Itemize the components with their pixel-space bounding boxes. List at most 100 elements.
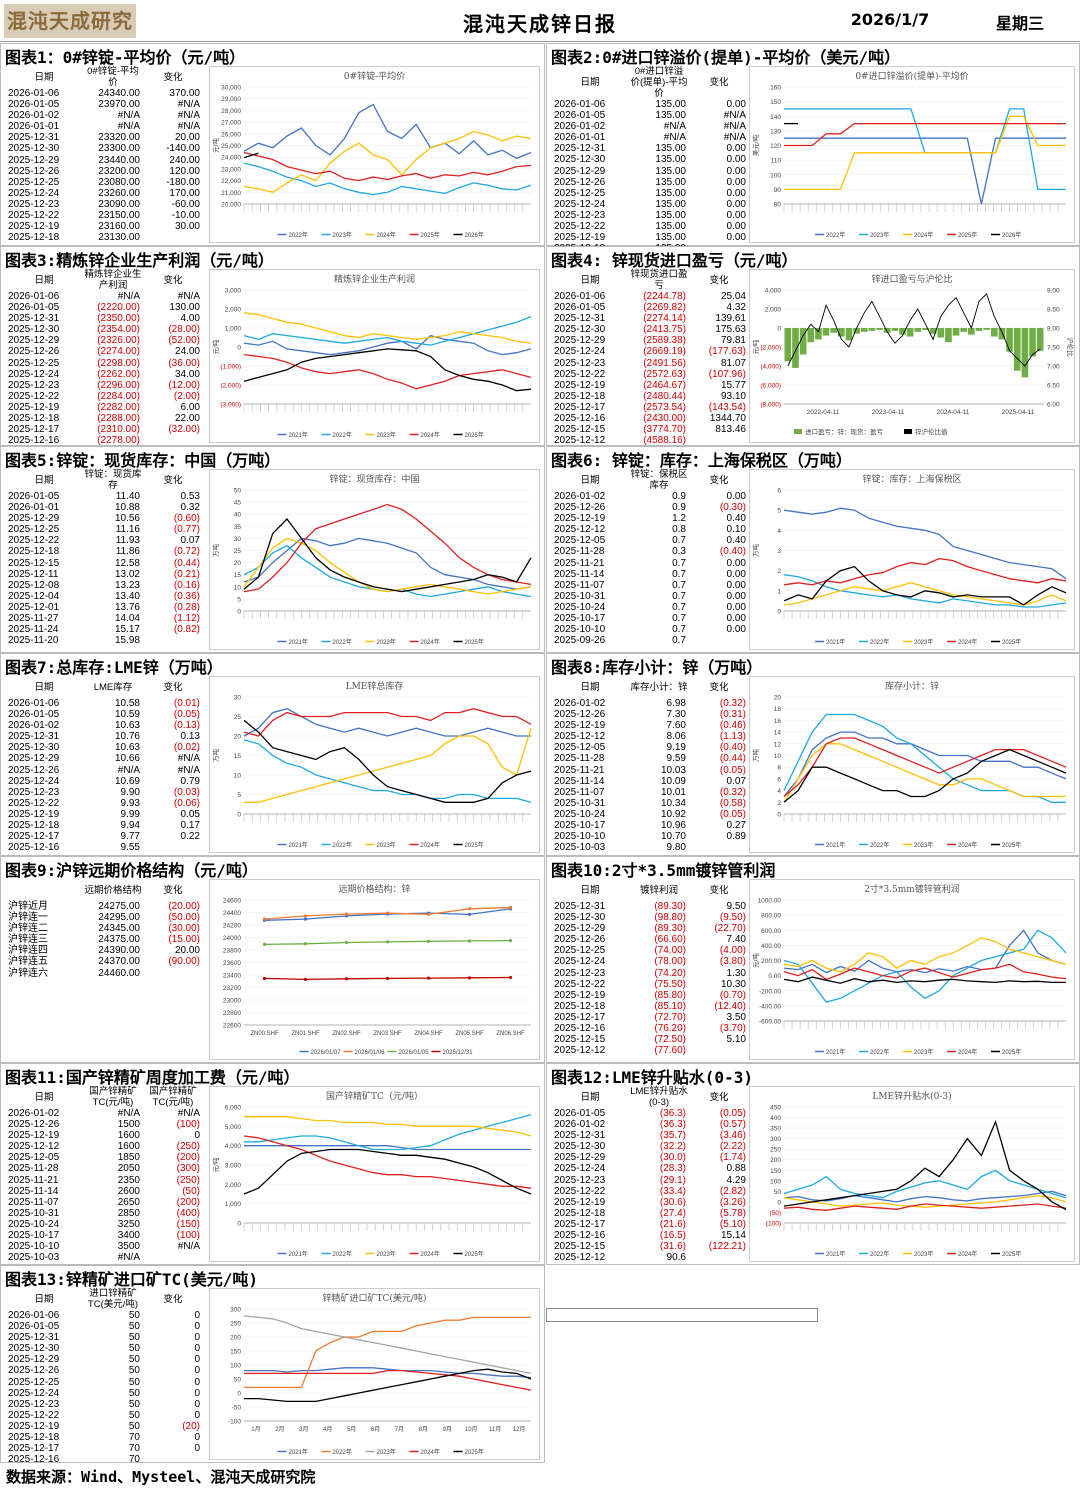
legend-label: 2022年 (870, 638, 889, 646)
y-tick-label: -600.00 (759, 1019, 781, 1026)
table-cell: 23130.00 (98, 232, 140, 244)
table-cell: 0.27 (726, 820, 746, 832)
table-cell: 20.00 (174, 132, 200, 144)
y-tick-label: 0 (237, 1391, 241, 1398)
table-cell: (2.00) (173, 390, 200, 402)
y-axis-label: 万吨 (211, 544, 220, 558)
table-cell: 2026-01-06 (554, 99, 606, 110)
table-cell: (2298.00) (97, 357, 140, 369)
legend-label: 2025年 (465, 1250, 484, 1258)
table-cell: 9.19 (666, 742, 686, 754)
table-cell: 2025-12-22 (554, 1185, 606, 1197)
table-row: 2025-12-12 1600 (250) (5, 1141, 203, 1152)
table-cell: (28.3) (659, 1163, 686, 1175)
column-header: 锌锭：保税区库存 (630, 469, 688, 491)
table-cell: (12.40) (714, 1000, 746, 1012)
series-line (783, 976, 1066, 984)
column-header: 镀锌利润 (639, 884, 678, 896)
table-cell: 2025-11-28 (554, 546, 605, 558)
legend-label: 2023年 (333, 231, 352, 239)
table-cell: 10.63 (114, 742, 140, 754)
table-row: 2026-01-02 #N/A #N/A (5, 110, 203, 121)
table-cell: 135.00 (655, 198, 686, 210)
table-cell: 50 (128, 1398, 140, 1410)
y-tick-label: 0 (777, 326, 781, 333)
table-cell: 2026-01-05 (8, 99, 60, 111)
table-cell: 79.81 (720, 335, 746, 347)
y-tick-label: 5 (237, 596, 241, 603)
series-line (783, 929, 1067, 974)
chart-title: 0#锌锭-平均价 (344, 70, 405, 82)
table-cell: (85.10) (654, 1000, 686, 1012)
table-cell: 2025-12-24 (8, 1387, 60, 1399)
y-tick-label: 100 (230, 1363, 241, 1370)
table-cell (689, 1045, 749, 1056)
y-tick-label: 250 (770, 1147, 781, 1154)
chart-title: 0#进口锌溢价(提单)-平均价 (855, 70, 968, 82)
table-cell: 2025-12-26 (554, 709, 606, 721)
table-row: 2025-10-10 0.7 0.00 (551, 624, 749, 635)
chart-title: 锌锭：现货库存：中国 (329, 473, 419, 485)
table-cell: (1.12) (173, 613, 200, 625)
table-cell: 2025-12-25 (8, 1376, 60, 1388)
table-cell: 2025-12-04 (8, 590, 60, 602)
column-header: 日期 (580, 474, 600, 486)
table-row: 2026-01-06 (2244.78) 25.04 (551, 291, 749, 302)
table-cell: (36.3) (659, 1119, 686, 1131)
table-cell: (100) (176, 1230, 200, 1242)
table-row: 2025-10-31 0.7 0.00 (551, 591, 749, 602)
table-cell: (200) (176, 1196, 200, 1208)
table-row: 2025-10-17 0.7 0.00 (551, 613, 749, 624)
table-cell: 2025-12-12 (554, 524, 606, 536)
table-cell: (2274.14) (643, 313, 686, 325)
profit-bar (1021, 328, 1029, 378)
table-cell: 175.63 (715, 324, 746, 336)
y-tick-label: 140 (770, 114, 781, 121)
table-cell: 2025-12-30 (554, 912, 606, 924)
table-cell: 2025-12-23 (8, 198, 60, 210)
table-cell: (0.36) (173, 590, 200, 602)
chart-c5: 锌锭：现货库存：中国 50 45 40 35 30 25 20 15 10 5 0 万吨 2021年 202… (209, 469, 540, 650)
table-row: 沪锌连三 24375.00 (15.00) (5, 934, 203, 945)
table-cell: (0.06) (173, 797, 200, 809)
table-cell: 10.66 (114, 753, 140, 765)
table-cell: 240.00 (169, 154, 200, 166)
table-cell: 23970.00 (98, 99, 140, 111)
y-tick-label: 100 (770, 172, 781, 179)
table-cell: (0.05) (719, 764, 746, 776)
table-cell: 2026-01-02 (554, 1119, 606, 1131)
y-tick-label: 4 (777, 528, 781, 535)
table-cell: (5.10) (719, 1218, 746, 1230)
table-cell: 2025-12-18 (8, 232, 60, 244)
y-tick-label: 400.00 (761, 943, 781, 950)
table-cell: 0.00 (726, 187, 746, 199)
table-cell: 1600 (117, 1141, 140, 1153)
y-tick-label: (50) (769, 1210, 781, 1217)
table-row: 2025-12-30 23300.00 -140.00 (5, 143, 203, 154)
table-row: 2025-12-04 13.40 (0.36) (5, 591, 203, 602)
table-cell: 2025-12-12 (8, 1141, 60, 1153)
y-tick-label: 20,000 (221, 202, 241, 209)
profit-bar (807, 328, 815, 343)
table-cell: 2026-01-06 (8, 88, 60, 99)
section-t7: 图表7:总库存:LME锌（万吨） 日期 LME库存 变化 2026-01-06 10.58… (0, 653, 545, 856)
y-tick-label: 10 (234, 773, 242, 780)
y-tick-label: 25,000 (221, 143, 241, 150)
table-cell: 23080.00 (98, 176, 140, 188)
section-t6: 图表6: 锌锭：库存：上海保税区（万吨） 日期 锌锭：保税区库存 变化 2026-01-… (546, 446, 1080, 653)
data-point (467, 907, 472, 911)
table-row: 2025-12-24 (28.3) 0.88 (551, 1163, 749, 1174)
column-header: 日期 (34, 474, 54, 486)
series-line (244, 1316, 531, 1389)
section-title: 图表10:2寸*3.5mm镀锌管利润 (551, 861, 776, 880)
table-cell: (2288.00) (97, 413, 140, 425)
data-point (344, 977, 349, 981)
table-cell: 2025-12-19 (8, 808, 60, 820)
table-cell: 81.07 (720, 357, 746, 369)
profit-bar (860, 328, 868, 332)
series-line (243, 537, 532, 595)
legend-label: 2022年 (333, 431, 352, 439)
report-weekday: 星期三 (995, 14, 1044, 33)
table-row: 2025-12-29 (2589.38) 79.81 (551, 335, 749, 346)
profit-bar (784, 328, 792, 362)
